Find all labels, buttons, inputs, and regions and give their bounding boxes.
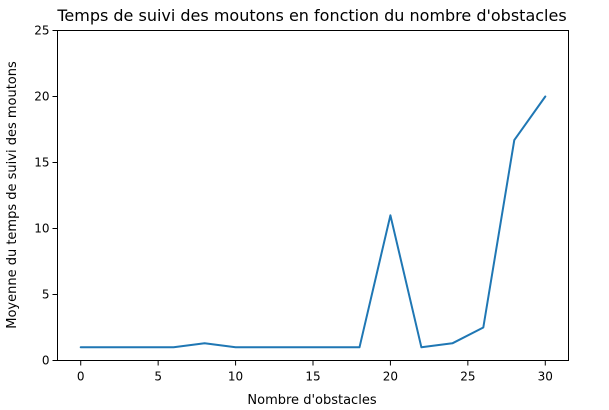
x-tick-label: 15 bbox=[305, 370, 320, 384]
plot-frame bbox=[57, 30, 569, 361]
plot-series bbox=[79, 95, 547, 349]
series-line bbox=[79, 95, 547, 349]
y-tick-label: 25 bbox=[34, 24, 49, 38]
x-tick-label: 20 bbox=[383, 370, 398, 384]
y-axis-label: Moyenne du temps de suivi des moutons bbox=[5, 61, 20, 329]
y-axis: 0 5 10 15 20 25 bbox=[34, 24, 58, 368]
x-tick-label: 10 bbox=[228, 370, 243, 384]
chart-title: Temps de suivi des moutons en fonction d… bbox=[56, 6, 566, 25]
y-tick-label: 0 bbox=[42, 354, 50, 368]
x-tick-label: 0 bbox=[77, 370, 85, 384]
x-tick-label: 25 bbox=[460, 370, 475, 384]
x-tick-label: 30 bbox=[538, 370, 553, 384]
y-tick-label: 5 bbox=[42, 288, 50, 302]
y-tick-label: 20 bbox=[34, 90, 49, 104]
y-tick-label: 10 bbox=[34, 222, 49, 236]
x-axis: 0 5 10 15 20 25 30 bbox=[77, 360, 553, 384]
y-tick-label: 15 bbox=[34, 156, 49, 170]
x-tick-label: 5 bbox=[154, 370, 162, 384]
x-axis-label: Nombre d'obstacles bbox=[247, 393, 376, 408]
